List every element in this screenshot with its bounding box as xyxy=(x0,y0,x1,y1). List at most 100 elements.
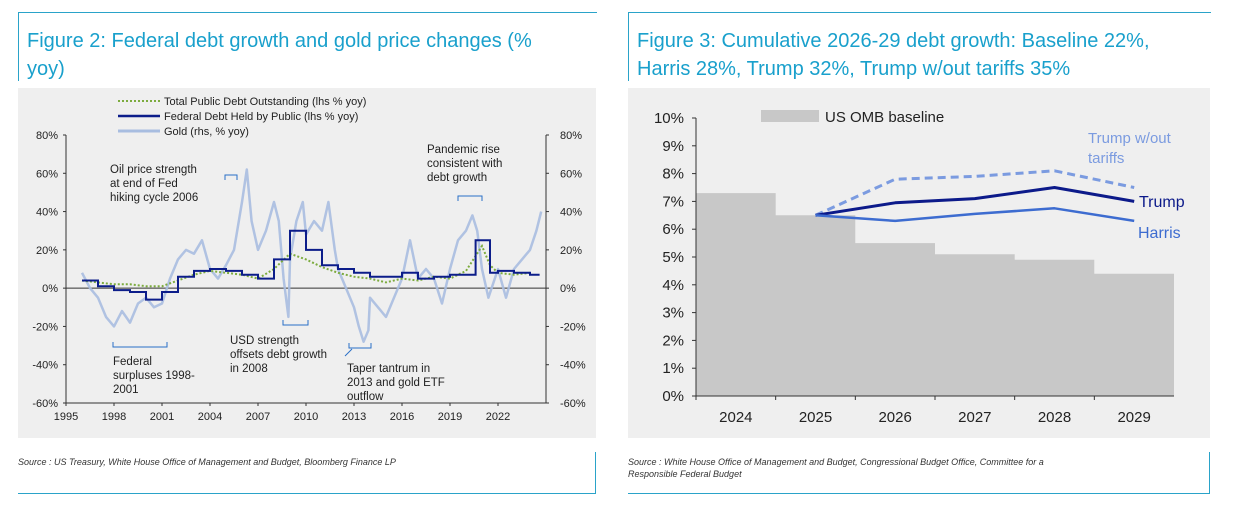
annotation-pandemic-line-1: Pandemic rise xyxy=(427,144,500,156)
y-tick-label: 8% xyxy=(662,166,684,183)
annotation-federal-line-2: surpluses 1998- xyxy=(113,370,195,382)
figure-3-source-line-2: Responsible Federal Budget xyxy=(628,469,742,479)
annotation-taper-line-1: Taper tantrum in xyxy=(347,363,430,375)
annotation-federal-line-1: Federal xyxy=(113,356,152,368)
y-tick-label: 9% xyxy=(662,138,684,155)
y-right-tick-label: -40% xyxy=(560,360,586,372)
bracket-federal xyxy=(112,342,168,348)
annotation-usd-line-2: offsets debt growth xyxy=(230,349,327,361)
series-trump-wout-tariffs-line xyxy=(814,169,1135,217)
annotation-usd-line-3: in 2008 xyxy=(230,363,268,375)
y-left-tick-label: 80% xyxy=(36,130,58,142)
figure-2-source: Source : US Treasury, White House Office… xyxy=(18,457,396,467)
figure-2-chart-background xyxy=(18,88,596,438)
x-tick-label: 2019 xyxy=(438,411,462,423)
figure-3-title-line-2: Harris 28%, Trump 32%, Trump w/out tarif… xyxy=(637,58,1071,80)
series-gold-line xyxy=(80,168,543,343)
x-tick-label: 2024 xyxy=(719,409,752,426)
x-tick-label: 2025 xyxy=(799,409,832,426)
figure-3-bottom-rule xyxy=(628,493,1210,494)
y-left-tick-label: -40% xyxy=(32,360,58,372)
x-tick-label: 2028 xyxy=(1038,409,1071,426)
y-tick-label: 3% xyxy=(662,305,684,322)
figure-3-title: Figure 3: Cumulative 2026-29 debt growth… xyxy=(637,27,1150,83)
figure-2-title-box: Figure 2: Federal debt growth and gold p… xyxy=(18,12,597,81)
figure-2-title: Figure 2: Federal debt growth and gold p… xyxy=(27,27,532,83)
legend-gold-label: Gold (rhs, % yoy) xyxy=(164,126,249,138)
x-tick-label: 2010 xyxy=(294,411,318,423)
y-left-tick-label: 40% xyxy=(36,207,58,219)
annotation-oil-line-1: Oil price strength xyxy=(110,164,197,176)
figure-2-title-line-1: Figure 2: Federal debt growth and gold p… xyxy=(27,30,532,52)
figure-3-title-box: Figure 3: Cumulative 2026-29 debt growth… xyxy=(628,12,1211,81)
x-tick-label: 2001 xyxy=(150,411,174,423)
annotation-oil-line-2: at end of Fed xyxy=(110,178,178,190)
y-right-tick-label: 20% xyxy=(560,245,582,257)
y-tick-label: 0% xyxy=(662,388,684,405)
legend-total-label: Total Public Debt Outstanding (lhs % yoy… xyxy=(164,96,366,108)
figure-2-chart: 80% 60% 40% 20% 0% -20% -40% -60% 80% 60% 40% 20% 0%… xyxy=(32,96,586,423)
y-tick-label: 10% xyxy=(654,110,684,127)
label-trump: Trump xyxy=(1139,194,1185,211)
x-tick-label: 2004 xyxy=(198,411,222,423)
y-right-tick-label: 60% xyxy=(560,168,582,180)
bracket-taper xyxy=(348,343,372,349)
annotation-usd-line-1: USD strength xyxy=(230,335,299,347)
x-tick-label: 2029 xyxy=(1117,409,1150,426)
y-left-tick-label: -20% xyxy=(32,321,58,333)
figure-3-title-line-1: Figure 3: Cumulative 2026-29 debt growth… xyxy=(637,30,1150,52)
y-tick-label: 7% xyxy=(662,193,684,210)
series-trump-line xyxy=(815,186,1135,217)
x-tick-label: 1998 xyxy=(102,411,126,423)
y-tick-label: 5% xyxy=(662,249,684,266)
annotation-oil-line-3: hiking cycle 2006 xyxy=(110,192,198,204)
x-tick-label: 1995 xyxy=(54,411,78,423)
figure-2-panel: Figure 2: Federal debt growth and gold p… xyxy=(0,0,600,516)
x-tick-label: 2027 xyxy=(958,409,991,426)
annotation-taper-line-2: 2013 and gold ETF xyxy=(347,377,445,389)
figure-3-right-rule xyxy=(1209,452,1210,494)
legend-held-label: Federal Debt Held by Public (lhs % yoy) xyxy=(164,111,358,123)
series-debt-held-by-public-line xyxy=(82,229,540,301)
series-total-public-debt-line xyxy=(81,243,531,288)
y-tick-label: 1% xyxy=(662,360,684,377)
annotation-taper-line-3: outflow xyxy=(347,391,384,403)
y-right-tick-label: 40% xyxy=(560,207,582,219)
y-left-tick-label: 20% xyxy=(36,245,58,257)
y-right-tick-label: 0% xyxy=(560,283,576,295)
figure-3-source-line-1: Source : White House Office of Managemen… xyxy=(628,457,1044,467)
figure-3-panel: Figure 3: Cumulative 2026-29 debt growth… xyxy=(618,0,1238,516)
y-left-tick-label: 0% xyxy=(42,283,58,295)
annotation-federal-line-3: 2001 xyxy=(113,384,139,396)
annotation-pandemic-line-2: consistent with xyxy=(427,158,502,170)
bracket-usd xyxy=(282,320,309,326)
x-tick-label: 2022 xyxy=(486,411,510,423)
y-tick-label: 4% xyxy=(662,277,684,294)
x-tick-label: 2013 xyxy=(342,411,366,423)
figure-2-right-rule xyxy=(595,452,596,494)
y-left-tick-label: -60% xyxy=(32,398,58,410)
bracket-taper-pointer xyxy=(344,348,353,357)
label-trump-wout-tariffs-line-1: Trump w/out xyxy=(1088,130,1172,147)
label-harris: Harris xyxy=(1138,225,1181,242)
label-trump-wout-tariffs-line-2: tariffs xyxy=(1088,150,1124,167)
legend-baseline-swatch xyxy=(761,110,819,122)
y-left-tick-label: 60% xyxy=(36,168,58,180)
y-right-tick-label: -20% xyxy=(560,321,586,333)
series-harris-line xyxy=(815,207,1135,223)
y-tick-label: 6% xyxy=(662,221,684,238)
y-right-tick-label: 80% xyxy=(560,130,582,142)
figure-2-title-line-2: yoy) xyxy=(27,58,65,80)
legend-baseline-label: US OMB baseline xyxy=(825,109,944,126)
figure-2-bottom-rule xyxy=(18,493,596,494)
figure-3-source: Source : White House Office of Managemen… xyxy=(628,456,1188,480)
bracket-pandemic xyxy=(457,195,483,201)
figure-3-chart: 10% 9% 8% 7% 6% 5% 4% 3% 2% 1% 0% 2024 2025 2026 2027 2… xyxy=(654,109,1185,426)
y-tick-label: 2% xyxy=(662,332,684,349)
annotation-pandemic-line-3: debt growth xyxy=(427,172,487,184)
y-right-tick-label: -60% xyxy=(560,398,586,410)
x-tick-label: 2026 xyxy=(878,409,911,426)
x-tick-label: 2016 xyxy=(390,411,414,423)
series-us-omb-baseline-area xyxy=(696,193,1174,396)
bracket-oil xyxy=(224,174,238,180)
